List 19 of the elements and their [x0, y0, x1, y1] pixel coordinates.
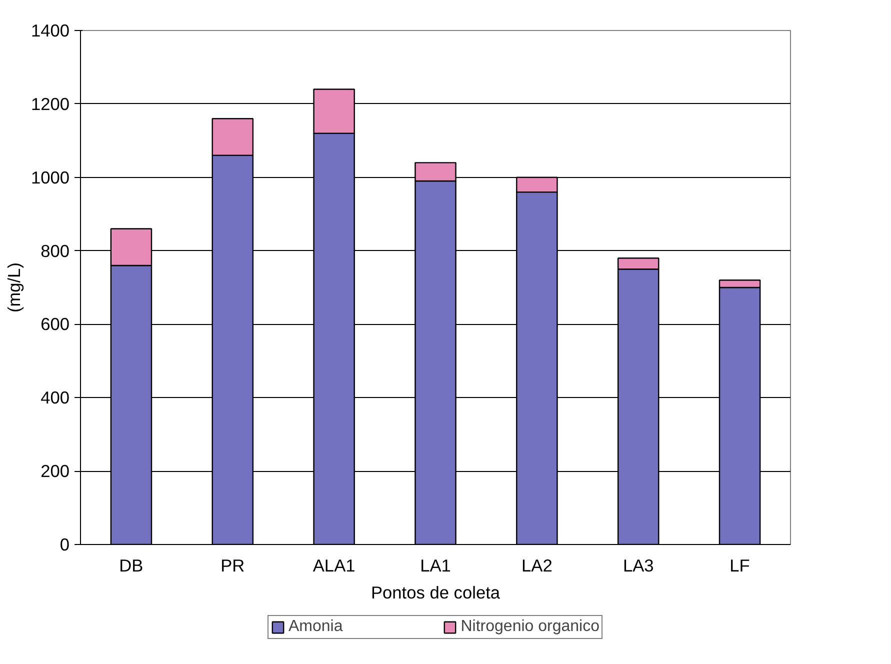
y-tick-label: 1200 — [30, 94, 70, 114]
x-tick-label: LA1 — [420, 556, 451, 576]
x-axis-title: Pontos de coleta — [370, 582, 500, 602]
y-tick-label: 1000 — [30, 167, 70, 188]
x-tick-label: LA2 — [522, 556, 552, 576]
x-tick-label: LA3 — [622, 556, 654, 576]
y-tick-label: 0 — [60, 534, 70, 554]
x-tick-label: DB — [119, 556, 144, 576]
y-tick-label: 800 — [40, 240, 70, 261]
y-axis-title: (mg/L) — [4, 262, 24, 313]
legend-label: Amonia — [288, 618, 343, 636]
legend-label: Nitrogenio organico — [460, 618, 600, 636]
x-tick-label: LF — [730, 556, 750, 576]
x-tick-label: ALA1 — [312, 556, 356, 576]
y-tick-label: 200 — [40, 461, 70, 482]
x-tick-label: PR — [220, 556, 245, 576]
y-tick-label: 1400 — [30, 20, 70, 40]
y-tick-label: 400 — [40, 388, 70, 408]
y-tick-label: 600 — [40, 314, 70, 334]
